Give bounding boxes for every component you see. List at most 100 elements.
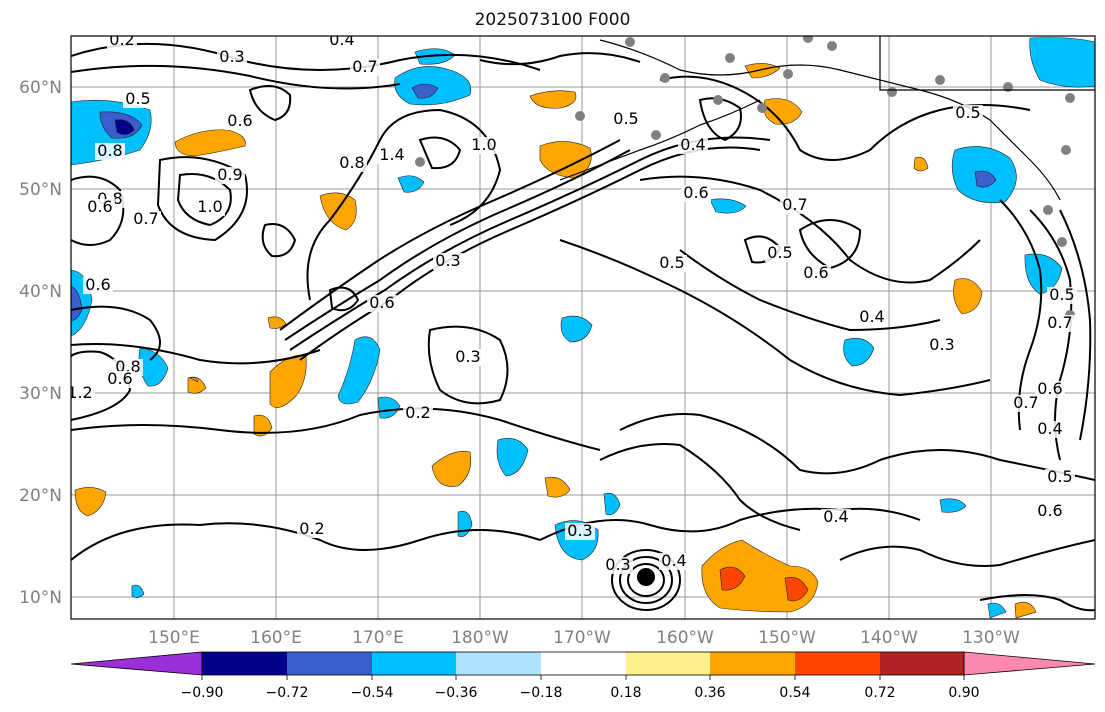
patch-negative <box>560 315 593 343</box>
contour-labels: 0.2 0.4 0.3 0.7 0.5 0.6 0.8 1.0 1.4 0.9 0.8 0.7 1.0 0… <box>71 30 1077 574</box>
station-dot <box>713 95 723 105</box>
contour-label-background <box>1011 395 1041 412</box>
patch-positive <box>539 141 592 179</box>
coastlines <box>559 36 1095 201</box>
contour-label: 0.2 <box>109 30 134 49</box>
colorbar-tick-label: −0.72 <box>266 685 309 701</box>
patch-positive <box>267 316 287 329</box>
contour-line <box>619 413 1095 481</box>
lon-label: 140°W <box>860 628 918 648</box>
contour-label: 0.3 <box>455 347 480 366</box>
negative-anomaly-patches <box>71 37 1095 619</box>
patch-positive <box>913 156 929 172</box>
contour-label-background <box>611 111 641 128</box>
patch-strong-positive <box>719 566 746 591</box>
station-dot <box>1061 145 1071 155</box>
contour-label-background <box>105 371 135 388</box>
patch-positive <box>763 98 803 125</box>
map-title: 2025073100 F000 <box>474 10 631 30</box>
station-dot <box>783 69 793 79</box>
contour-label: 0.4 <box>329 30 354 49</box>
contour-label-background <box>195 199 225 216</box>
patch-negative <box>1029 37 1095 88</box>
contour-label-background <box>377 147 407 164</box>
patch-strong-positive <box>784 576 809 602</box>
contour-label: 0.8 <box>97 141 122 160</box>
contour-label: 0.6 <box>1037 379 1062 398</box>
contour-label-background <box>1047 287 1077 304</box>
contour-label-background <box>953 105 983 122</box>
station-dot <box>625 37 635 47</box>
contour-label-background <box>215 167 245 184</box>
cyclone-contours <box>611 549 681 611</box>
contour-line <box>279 139 621 331</box>
contour-line <box>559 239 991 397</box>
patch-negative <box>939 498 967 513</box>
cyclone-center-marker <box>637 568 655 586</box>
contour-label-background <box>1035 381 1065 398</box>
contour-label: 0.3 <box>219 47 244 66</box>
station-dot <box>803 36 813 43</box>
contour-label: 0.3 <box>435 251 460 270</box>
lat-label: 40°N <box>19 282 62 302</box>
contour-label-background <box>85 199 115 216</box>
contour-line <box>611 549 681 611</box>
contour-label-background <box>71 385 95 402</box>
lat-label: 10°N <box>19 588 62 608</box>
contour-label: 1.0 <box>197 197 222 216</box>
contour-line <box>627 563 665 597</box>
patch-positive <box>953 278 983 315</box>
contour-label: 1.4 <box>379 145 404 164</box>
contour-line <box>71 407 601 451</box>
contour-label-background <box>603 557 633 574</box>
contour-line <box>156 156 248 242</box>
patch-negative <box>709 198 747 214</box>
station-dot <box>575 111 585 121</box>
station-dot <box>1065 93 1075 103</box>
patch-negative <box>131 584 145 598</box>
patch-positive <box>253 414 273 437</box>
contour-label-background <box>337 155 367 172</box>
longitude-labels: 150°E 160°E 170°E 180°W 170°W 160°W 150°… <box>148 628 1020 648</box>
contour-line <box>248 85 292 122</box>
contour-line <box>599 443 801 531</box>
colorbar-segment <box>541 652 626 675</box>
contour-label: 0.6 <box>85 275 110 294</box>
contour-label: 0.6 <box>1037 501 1062 520</box>
lon-label: 160°W <box>656 628 714 648</box>
contour-label-background <box>350 59 380 76</box>
station-dot <box>887 87 897 97</box>
contour-label: 0.7 <box>782 195 807 214</box>
patch-positive <box>74 487 107 517</box>
contour-label: 0.7 <box>1047 313 1072 332</box>
lat-label: 30°N <box>19 384 62 404</box>
station-dot <box>651 130 661 140</box>
gridlines <box>71 36 1095 619</box>
contour-label-background <box>131 211 161 228</box>
contour-label-background <box>107 36 137 49</box>
contour-label-background <box>821 509 851 526</box>
contour-label-background <box>927 337 957 354</box>
coastline-alaska <box>599 39 1061 201</box>
patch-positive <box>319 192 357 231</box>
lon-label: 130°W <box>962 628 1020 648</box>
contour-line <box>979 594 1095 612</box>
contour-line <box>299 146 761 361</box>
patch-negative <box>843 337 875 367</box>
lon-label: 160°E <box>250 628 302 648</box>
station-dot <box>935 75 945 85</box>
colorbar-tick-label: −0.36 <box>435 685 478 701</box>
contour-label: 0.6 <box>227 111 252 130</box>
patch-strong-negative <box>974 170 997 188</box>
lat-label: 50°N <box>19 180 62 200</box>
contour-label-background <box>403 405 433 422</box>
patch-positive <box>1014 601 1037 619</box>
contour-line <box>999 199 1043 431</box>
colorbar-tick-label: 0.54 <box>779 685 810 701</box>
contour-label: 0.5 <box>955 103 980 122</box>
contour-line <box>427 325 509 405</box>
contour-line <box>418 136 462 170</box>
patch-positive <box>174 129 246 157</box>
contour-line <box>479 52 641 66</box>
